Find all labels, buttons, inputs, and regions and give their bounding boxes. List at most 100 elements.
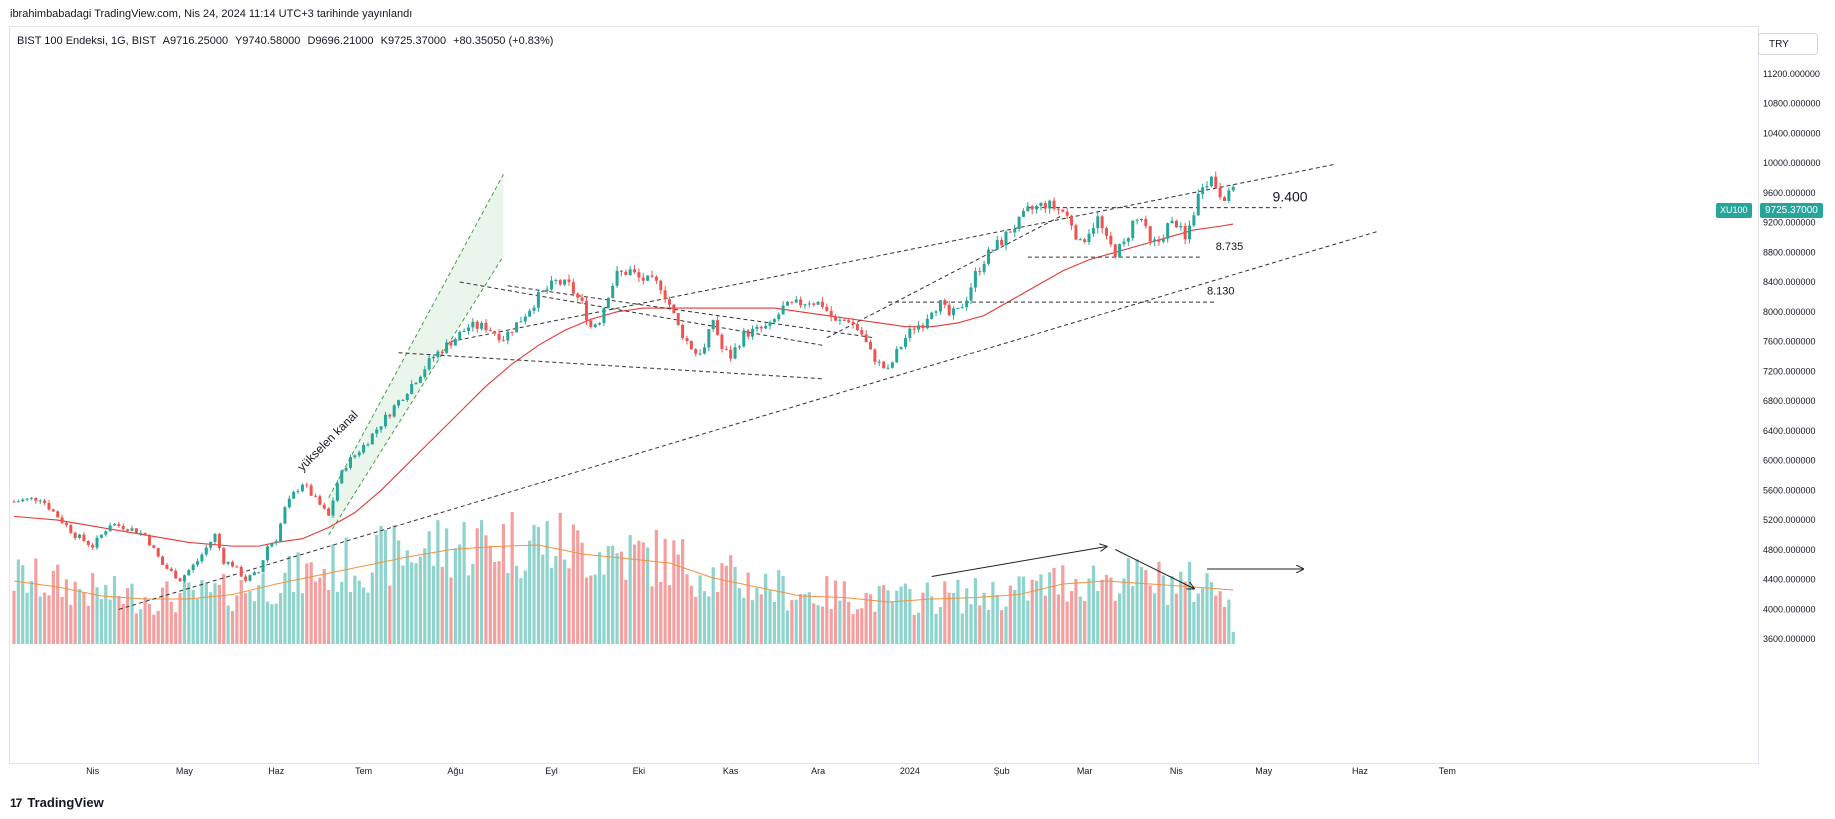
candle-body [152, 545, 156, 548]
candle-body [348, 457, 352, 468]
volume-bar [842, 581, 846, 644]
candle-body [309, 485, 313, 496]
volume-bar [1170, 576, 1174, 644]
volume-bar [580, 542, 584, 644]
time-axis[interactable]: Nis May Haz Tem Ağu Eyl Eki Kas Ara 2024 Şub Mar Nis… [86, 766, 1456, 776]
volume-bar [209, 592, 213, 644]
price-tick-label: 9600.000000 [1763, 188, 1816, 198]
candle-body [21, 499, 25, 502]
volume-bar [597, 552, 602, 644]
candle-body [864, 334, 868, 342]
candle-body [108, 525, 112, 532]
candle-body [987, 249, 991, 264]
legend-symbol[interactable]: BIST 100 Endeksi, 1G, BIST [17, 35, 157, 47]
volume-bar [318, 577, 322, 644]
volume-bar [445, 528, 449, 644]
volume-bar [82, 592, 86, 644]
volume-bar [903, 583, 908, 644]
annotation-level-label: 8.735 [1216, 241, 1244, 253]
volume-bar [545, 520, 549, 644]
trendlines[interactable] [118, 164, 1378, 610]
volume-bar [64, 579, 69, 644]
legend-high: Y9740.58000 [234, 35, 301, 47]
volume-bar [1135, 559, 1139, 644]
candle-body [1061, 209, 1065, 212]
rising-channel[interactable] [328, 173, 504, 536]
candle-body [1043, 202, 1047, 209]
candle-body [121, 525, 125, 530]
candle-body [606, 297, 610, 308]
volume-bar [25, 592, 29, 644]
volume-arrows[interactable] [931, 547, 1303, 589]
volume-bar [1052, 567, 1056, 644]
volume-bar [217, 584, 221, 644]
candle-body [1218, 187, 1222, 198]
trendline-ucgen-ust [459, 281, 823, 346]
volume-bar [296, 552, 300, 644]
currency-selector[interactable]: TRY [1758, 33, 1818, 55]
candle-body [318, 496, 322, 505]
candle-body [252, 572, 256, 576]
candle-body [812, 303, 816, 305]
volume-bar [1183, 581, 1187, 644]
volume-bar [969, 604, 973, 644]
price-tick-label: 8400.000000 [1763, 277, 1816, 287]
candle-body [1122, 241, 1126, 245]
volume-bar [667, 585, 672, 644]
volume-bar [121, 603, 125, 644]
candle-body [785, 301, 789, 306]
time-tick-label: Kas [723, 766, 739, 776]
volume-bar [742, 597, 746, 644]
moving-average-line [13, 223, 1234, 547]
volume-bar [1179, 571, 1183, 644]
candle-body [720, 334, 724, 349]
channel-upper-line [328, 173, 504, 499]
volume-bar [1048, 572, 1052, 644]
volume-bar [576, 530, 580, 644]
candle-body [794, 299, 798, 303]
candle-body [676, 313, 680, 325]
candle-body [248, 575, 252, 581]
candle-body [449, 342, 453, 346]
volume-bar [1043, 595, 1047, 644]
candle-body [510, 331, 514, 333]
candle-body [200, 554, 204, 562]
candle-body [698, 353, 702, 355]
volume-bar [506, 572, 510, 644]
candle-body [91, 544, 95, 548]
volume-bar [895, 590, 899, 644]
candle-body [1227, 190, 1231, 201]
volume-bar [38, 596, 42, 644]
volume-bar [890, 602, 894, 644]
volume-bar [1039, 574, 1043, 644]
volume-bar [278, 593, 283, 644]
volume-bar [855, 609, 860, 644]
chart-pane[interactable] [9, 26, 1759, 764]
volume-bar [619, 551, 624, 644]
candle-body [807, 303, 811, 305]
candle-body [772, 319, 776, 323]
candle-body [47, 503, 51, 510]
volume-bar [126, 588, 130, 644]
candle-body [327, 508, 331, 516]
tradingview-logo[interactable]: 17 TradingView [10, 795, 104, 810]
trendline-genis-kanal-ust [450, 164, 1334, 343]
candle-body [187, 570, 191, 576]
candle-body [829, 310, 833, 317]
candle-body [681, 324, 685, 339]
volume-bar [812, 603, 816, 644]
candle-body [1039, 202, 1043, 207]
tradingview-logo-text: TradingView [27, 795, 104, 810]
time-tick-label: Ağu [447, 766, 463, 776]
volume-bar [1083, 601, 1087, 644]
volume-bar [1131, 586, 1135, 644]
price-axis[interactable]: 11200.000000 10800.000000 10400.000000 1000… [1763, 69, 1821, 644]
candle-body [838, 319, 842, 321]
candle-body [716, 320, 720, 335]
candle-body [550, 280, 554, 290]
candle-body [689, 341, 693, 350]
volume-bar [1118, 593, 1122, 644]
volume-bar [1231, 632, 1235, 644]
candle-body [707, 329, 711, 348]
